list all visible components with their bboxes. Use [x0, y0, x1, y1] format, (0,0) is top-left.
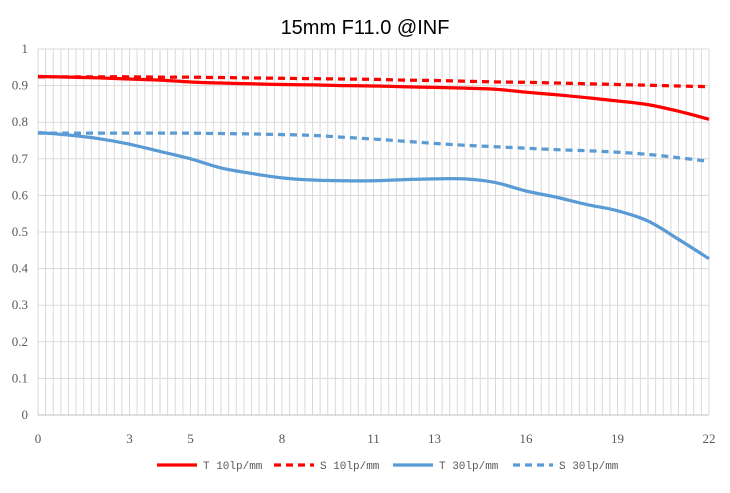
y-tick-label: 0.9 [12, 78, 28, 93]
legend-label: T 10lp/mm [203, 461, 263, 473]
y-tick-label: 0 [22, 407, 29, 422]
x-tick-label: 5 [187, 431, 194, 446]
legend: T 10lp/mm S 10lp/mm T 30lp/mm S 30lp/mm [157, 461, 619, 473]
legend-label: S 10lp/mm [320, 461, 380, 473]
x-tick-label: 16 [520, 431, 534, 446]
series-line-s-30lpmm [38, 131, 710, 163]
x-tick-label: 13 [428, 431, 441, 446]
y-tick-label: 1 [22, 41, 29, 56]
series-line-t-10lpmm [37, 74, 710, 121]
series-line-t-30lpmm [37, 130, 710, 261]
x-tick-label: 8 [279, 431, 286, 446]
x-tick-label: 19 [611, 431, 624, 446]
y-tick-label: 0.7 [12, 151, 29, 166]
y-tick-label: 0.6 [12, 187, 29, 202]
y-tick-label: 0.3 [12, 297, 28, 312]
x-tick-label: 0 [35, 431, 42, 446]
x-tick-label: 22 [703, 431, 716, 446]
y-tick-label: 0.2 [12, 334, 28, 349]
legend-label: T 30lp/mm [439, 461, 499, 473]
y-tick-label: 0.5 [12, 224, 28, 239]
grid-layer [37, 48, 710, 416]
x-tick-label: 11 [367, 431, 380, 446]
legend-label: S 30lp/mm [559, 461, 619, 473]
y-tick-label: 0.8 [12, 114, 28, 129]
y-tick-label: 0.1 [12, 370, 28, 385]
y-tick-label: 0.4 [12, 261, 29, 276]
series-layer [37, 74, 710, 261]
axis-layer: 0 0.1 0.2 0.3 0.4 0.5 0.6 0.7 0.8 0.9 1 0 3 5 8 11 13 16 1… [12, 41, 716, 446]
series-line-s-10lpmm [38, 75, 710, 89]
x-tick-label: 3 [126, 431, 133, 446]
chart-title: 15mm F11.0 @INF [281, 17, 450, 39]
